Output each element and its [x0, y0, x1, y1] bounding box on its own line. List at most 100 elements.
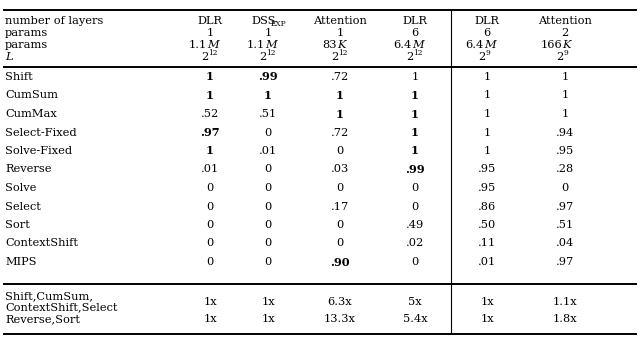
- Text: .52: .52: [201, 109, 219, 119]
- Text: 1: 1: [411, 146, 419, 157]
- Text: 0: 0: [206, 257, 214, 267]
- Text: 1: 1: [411, 127, 419, 138]
- Text: 1: 1: [561, 72, 568, 82]
- Text: 0: 0: [264, 165, 271, 174]
- Text: 2: 2: [331, 52, 338, 62]
- Text: .97: .97: [200, 127, 220, 138]
- Text: 0: 0: [337, 183, 344, 193]
- Text: 12: 12: [413, 49, 422, 57]
- Text: params: params: [5, 40, 48, 50]
- Text: 1: 1: [336, 108, 344, 119]
- Text: Reverse: Reverse: [5, 165, 51, 174]
- Text: Select: Select: [5, 201, 41, 212]
- Text: 9: 9: [485, 49, 490, 57]
- Text: 0: 0: [337, 238, 344, 249]
- Text: 1.8x: 1.8x: [553, 314, 577, 325]
- Text: 83: 83: [323, 40, 337, 50]
- Text: L: L: [5, 52, 13, 62]
- Text: 0: 0: [412, 201, 419, 212]
- Text: 5x: 5x: [408, 297, 422, 307]
- Text: .90: .90: [330, 257, 350, 267]
- Text: 0: 0: [412, 183, 419, 193]
- Text: .94: .94: [556, 127, 574, 138]
- Text: 1: 1: [206, 146, 214, 157]
- Text: .99: .99: [258, 72, 278, 82]
- Text: 1.1: 1.1: [247, 40, 265, 50]
- Text: 1: 1: [411, 90, 419, 101]
- Text: Attention: Attention: [538, 16, 592, 26]
- Text: .49: .49: [406, 220, 424, 230]
- Text: 2: 2: [406, 52, 413, 62]
- Text: DLR: DLR: [474, 16, 499, 26]
- Text: 1: 1: [206, 90, 214, 101]
- Text: DLR: DLR: [403, 16, 428, 26]
- Text: 2: 2: [201, 52, 208, 62]
- Text: .51: .51: [259, 109, 277, 119]
- Text: 1: 1: [264, 28, 271, 38]
- Text: 0: 0: [206, 238, 214, 249]
- Text: .95: .95: [478, 165, 496, 174]
- Text: 12: 12: [208, 49, 218, 57]
- Text: 0: 0: [264, 201, 271, 212]
- Text: 0: 0: [264, 238, 271, 249]
- Text: 1: 1: [336, 90, 344, 101]
- Text: 1x: 1x: [480, 314, 494, 325]
- Text: 0: 0: [412, 257, 419, 267]
- Text: 1x: 1x: [261, 297, 275, 307]
- Text: Shift: Shift: [5, 72, 33, 82]
- Text: 1: 1: [411, 108, 419, 119]
- Text: Select-Fixed: Select-Fixed: [5, 127, 77, 138]
- Text: .04: .04: [556, 238, 574, 249]
- Text: M: M: [412, 40, 424, 50]
- Text: .72: .72: [331, 127, 349, 138]
- Text: M: M: [207, 40, 219, 50]
- Text: 6.3x: 6.3x: [328, 297, 352, 307]
- Text: 1x: 1x: [203, 314, 217, 325]
- Text: 1: 1: [412, 72, 419, 82]
- Text: K: K: [562, 40, 570, 50]
- Text: CumSum: CumSum: [5, 91, 58, 100]
- Text: 1.1: 1.1: [189, 40, 207, 50]
- Text: 12: 12: [266, 49, 275, 57]
- Text: .50: .50: [478, 220, 496, 230]
- Text: Sort: Sort: [5, 220, 30, 230]
- Text: 5.4x: 5.4x: [403, 314, 428, 325]
- Text: 13.3x: 13.3x: [324, 314, 356, 325]
- Text: 1: 1: [206, 28, 214, 38]
- Text: ContextShift,Select: ContextShift,Select: [5, 303, 118, 312]
- Text: .95: .95: [478, 183, 496, 193]
- Text: 9: 9: [563, 49, 568, 57]
- Text: M: M: [265, 40, 276, 50]
- Text: MIPS: MIPS: [5, 257, 36, 267]
- Text: 0: 0: [264, 257, 271, 267]
- Text: 0: 0: [206, 201, 214, 212]
- Text: number of layers: number of layers: [5, 16, 104, 26]
- Text: .51: .51: [556, 220, 574, 230]
- Text: CumMax: CumMax: [5, 109, 57, 119]
- Text: 12: 12: [338, 49, 348, 57]
- Text: .97: .97: [556, 201, 574, 212]
- Text: 1: 1: [483, 91, 491, 100]
- Text: 1: 1: [337, 28, 344, 38]
- Text: .72: .72: [331, 72, 349, 82]
- Text: 166: 166: [540, 40, 562, 50]
- Text: 1x: 1x: [480, 297, 494, 307]
- Text: ContextShift: ContextShift: [5, 238, 78, 249]
- Text: 1x: 1x: [203, 297, 217, 307]
- Text: Solve-Fixed: Solve-Fixed: [5, 146, 72, 156]
- Text: 6: 6: [412, 28, 419, 38]
- Text: .97: .97: [556, 257, 574, 267]
- Text: 1: 1: [206, 72, 214, 82]
- Text: 1: 1: [561, 109, 568, 119]
- Text: .01: .01: [201, 165, 219, 174]
- Text: 1x: 1x: [261, 314, 275, 325]
- Text: 2: 2: [556, 52, 563, 62]
- Text: .28: .28: [556, 165, 574, 174]
- Text: params: params: [5, 28, 48, 38]
- Text: M: M: [484, 40, 495, 50]
- Text: Attention: Attention: [313, 16, 367, 26]
- Text: 1: 1: [561, 91, 568, 100]
- Text: 2: 2: [259, 52, 266, 62]
- Text: .03: .03: [331, 165, 349, 174]
- Text: 1: 1: [483, 146, 491, 156]
